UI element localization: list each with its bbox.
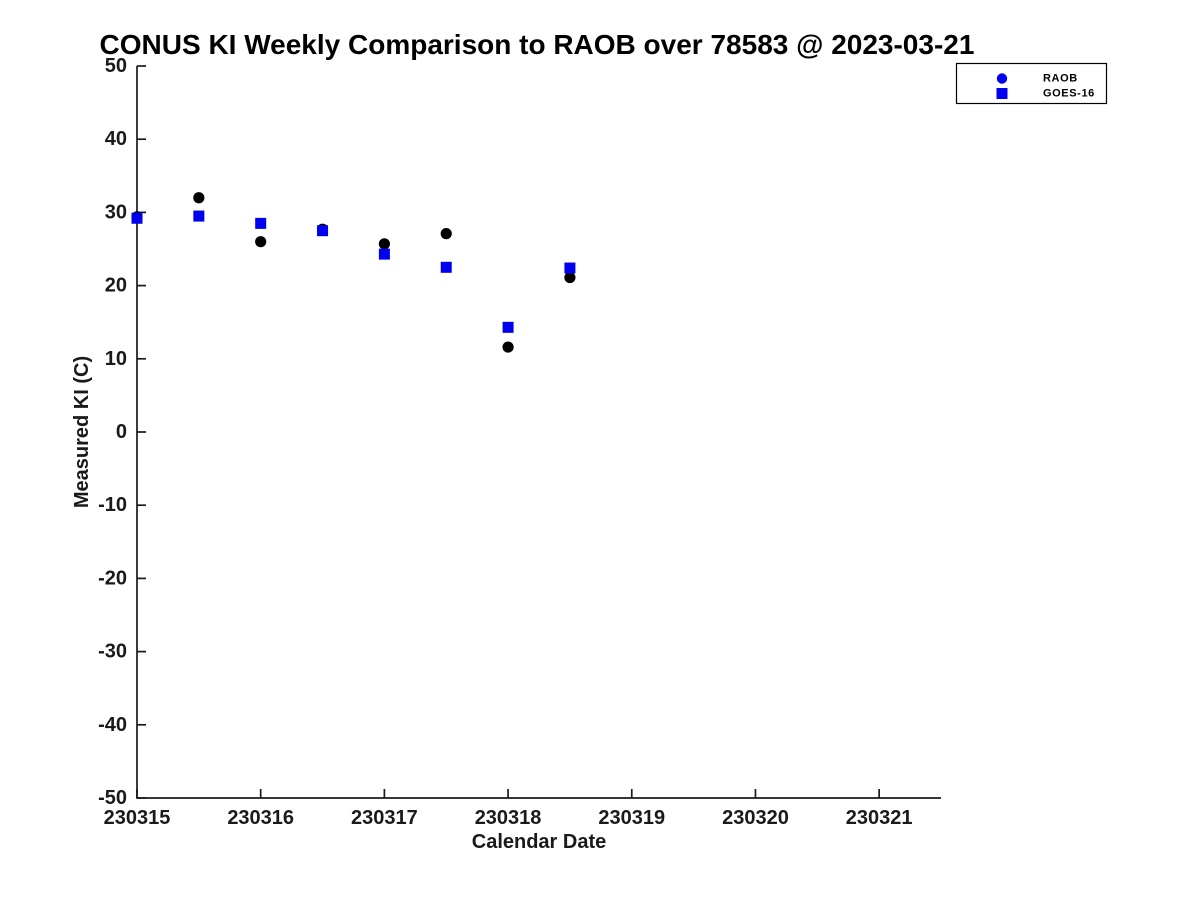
y-tick-label: 50 <box>105 55 127 77</box>
data-point-goes-16 <box>502 321 514 333</box>
y-tick-label: 20 <box>105 275 127 297</box>
y-tick-label: -50 <box>98 787 127 809</box>
y-tick-label: 30 <box>105 201 127 223</box>
data-point-raob <box>502 341 514 353</box>
y-tick-label: -30 <box>98 641 127 663</box>
data-point-raob <box>564 271 576 284</box>
y-tick-label: -10 <box>98 494 127 516</box>
chart-title: CONUS KI Weekly Comparison to RAOB over … <box>100 29 975 60</box>
legend-raob-circle-icon <box>996 73 1008 84</box>
data-point-raob <box>440 228 452 240</box>
x-tick-label: 230318 <box>475 807 542 829</box>
y-tick-label: 40 <box>105 128 127 150</box>
data-point-goes-16 <box>440 261 452 273</box>
y-tick-label: -20 <box>98 567 127 589</box>
y-tick-label: 10 <box>105 348 127 370</box>
legend: RAOB GOES-16 <box>955 62 1108 105</box>
data-point-goes-16 <box>131 212 143 224</box>
y-axis-label: Measured KI (C) <box>71 356 93 508</box>
legend-label-goes16: GOES-16 <box>1043 88 1095 100</box>
x-tick-label: 230315 <box>104 807 171 829</box>
data-point-goes-16 <box>193 210 205 222</box>
x-tick-label: 230319 <box>598 807 665 829</box>
data-point-raob <box>255 236 267 248</box>
axis-spines <box>136 66 941 799</box>
data-point-goes-16 <box>564 262 576 274</box>
legend-goes16-square-icon <box>996 88 1008 99</box>
data-point-goes-16 <box>378 248 390 260</box>
x-tick-label: 230321 <box>846 807 913 829</box>
x-tick-label: 230317 <box>351 807 418 829</box>
legend-box <box>955 62 1108 105</box>
x-tick-label: 230320 <box>722 807 789 829</box>
x-axis-label: Calendar Date <box>472 831 607 853</box>
y-tick-label: -40 <box>98 714 127 736</box>
data-point-goes-16 <box>255 217 267 229</box>
x-tick-label: 230316 <box>227 807 294 829</box>
data-points <box>131 192 576 353</box>
legend-label-raob: RAOB <box>1043 73 1078 85</box>
y-tick-label: 0 <box>116 421 127 443</box>
data-point-raob <box>378 238 390 250</box>
data-point-raob <box>193 192 205 204</box>
data-point-goes-16 <box>317 225 329 237</box>
